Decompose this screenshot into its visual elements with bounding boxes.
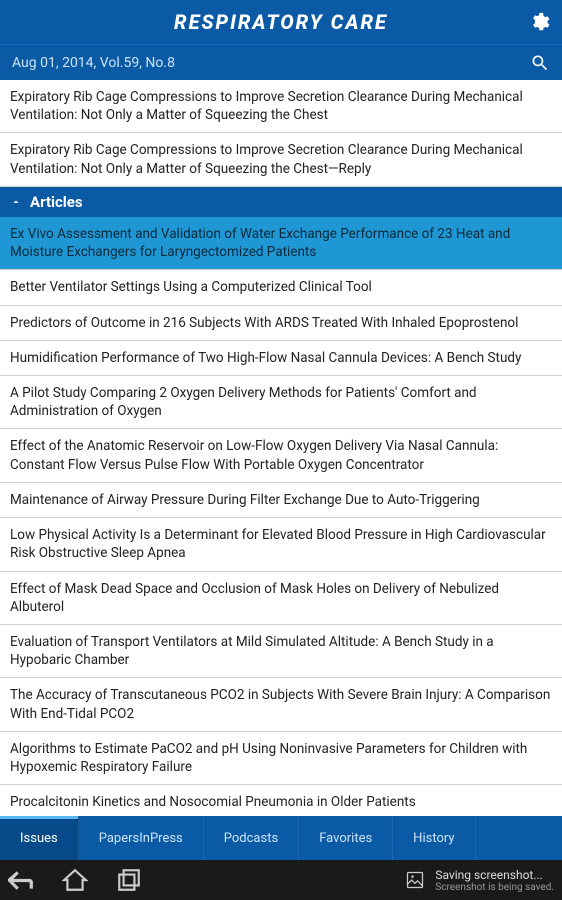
notification-title: Saving screenshot... — [435, 868, 554, 882]
app-title: RESPIRATORY CARE — [34, 10, 528, 34]
article-item[interactable]: The Accuracy of Transcutaneous PCO2 in S… — [0, 678, 562, 731]
section-header-articles[interactable]: Articles — [0, 187, 562, 217]
notification-text: Saving screenshot... Screenshot is being… — [435, 868, 554, 893]
tab-issues[interactable]: Issues — [0, 816, 79, 860]
article-item[interactable]: Maintenance of Airway Pressure During Fi… — [0, 483, 562, 518]
article-item[interactable]: Evaluation of Transport Ventilators at M… — [0, 625, 562, 678]
issue-info: Aug 01, 2014, Vol.59, No.8 — [12, 55, 175, 71]
article-item[interactable]: Effect of Mask Dead Space and Occlusion … — [0, 572, 562, 625]
list-item[interactable]: Expiratory Rib Cage Compressions to Impr… — [0, 80, 562, 133]
notification-subtitle: Screenshot is being saved. — [435, 882, 554, 893]
article-item[interactable]: Humidification Performance of Two High-F… — [0, 341, 562, 376]
notification-toast[interactable]: Saving screenshot... Screenshot is being… — [405, 868, 554, 893]
article-item[interactable]: Effect of the Anatomic Reservoir on Low-… — [0, 429, 562, 482]
tab-podcasts[interactable]: Podcasts — [204, 816, 299, 860]
tab-history[interactable]: History — [393, 816, 475, 860]
chevron-up-icon — [10, 196, 22, 208]
back-button[interactable] — [8, 867, 34, 893]
list-item[interactable]: Expiratory Rib Cage Compressions to Impr… — [0, 133, 562, 186]
article-item[interactable]: Ex Vivo Assessment and Validation of Wat… — [0, 217, 562, 270]
tab-papersinpress[interactable]: PapersInPress — [79, 816, 204, 860]
section-label: Articles — [30, 193, 83, 211]
article-item[interactable]: Procalcitonin Kinetics and Nosocomial Pn… — [0, 785, 562, 816]
article-item[interactable]: Predictors of Outcome in 216 Subjects Wi… — [0, 306, 562, 341]
top-bar: RESPIRATORY CARE — [0, 0, 562, 44]
bottom-tabs: IssuesPapersInPressPodcastsFavoritesHist… — [0, 816, 562, 860]
gear-icon[interactable] — [528, 11, 550, 33]
search-icon[interactable] — [530, 53, 550, 73]
content-list: Expiratory Rib Cage Compressions to Impr… — [0, 80, 562, 816]
article-item[interactable]: A Pilot Study Comparing 2 Oxygen Deliver… — [0, 376, 562, 429]
article-item[interactable]: Algorithms to Estimate PaCO2 and pH Usin… — [0, 732, 562, 785]
tab-favorites[interactable]: Favorites — [299, 816, 393, 860]
image-icon — [405, 870, 425, 890]
home-button[interactable] — [62, 867, 88, 893]
recent-apps-button[interactable] — [116, 867, 142, 893]
article-item[interactable]: Low Physical Activity Is a Determinant f… — [0, 518, 562, 571]
android-system-bar: Saving screenshot... Screenshot is being… — [0, 860, 562, 900]
article-item[interactable]: Better Ventilator Settings Using a Compu… — [0, 270, 562, 305]
sub-header-bar: Aug 01, 2014, Vol.59, No.8 — [0, 44, 562, 80]
